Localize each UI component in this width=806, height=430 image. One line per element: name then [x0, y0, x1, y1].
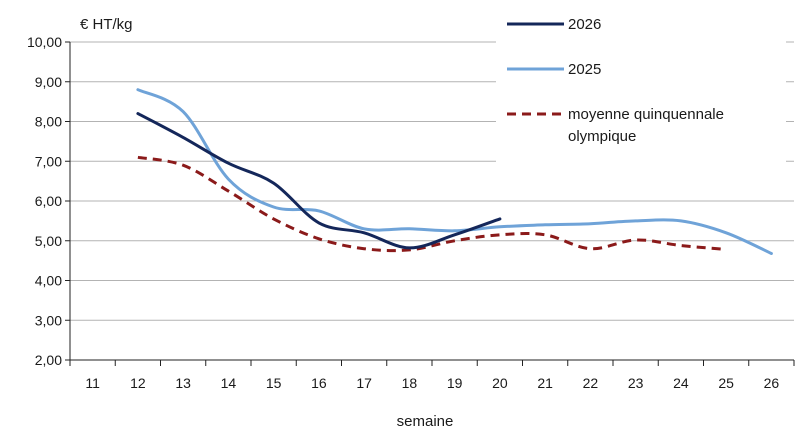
- x-tick-label: 26: [764, 375, 780, 391]
- x-tick-label: 25: [718, 375, 734, 391]
- legend-label: 2025: [568, 61, 601, 78]
- y-tick-label: 4,00: [35, 273, 62, 289]
- x-tick-label: 24: [673, 375, 689, 391]
- x-tick-label: 22: [583, 375, 599, 391]
- x-tick-label: 12: [130, 375, 146, 391]
- series-line-2025: [136, 88, 773, 255]
- x-tick-label: 21: [537, 375, 553, 391]
- y-tick-label: 8,00: [35, 114, 62, 130]
- series-lines: [136, 88, 773, 255]
- x-tick-labels: 11 12 13 14 15 16 17 18 19 20 21 22 23 24 25 26: [69, 360, 795, 391]
- y-tick-label: 2,00: [35, 352, 62, 368]
- y-tick-label: 5,00: [35, 233, 62, 249]
- x-tick-label: 20: [492, 375, 508, 391]
- y-tick-label: 7,00: [35, 153, 62, 169]
- y-tick-label: 10,00: [27, 34, 62, 50]
- series-line-moyenne: [137, 155, 727, 253]
- x-tick-label: 16: [311, 375, 327, 391]
- x-tick-label: 15: [266, 375, 282, 391]
- legend-label: 2026: [568, 16, 601, 33]
- x-tick-label: 17: [356, 375, 372, 391]
- x-tick-label: 14: [221, 375, 237, 391]
- x-tick-label: 23: [628, 375, 644, 391]
- y-axis-label: € HT/kg: [80, 16, 133, 33]
- legend-background: [496, 10, 786, 162]
- x-tick-label: 18: [402, 375, 418, 391]
- y-tick-label: 3,00: [35, 312, 62, 328]
- y-tick-label: 6,00: [35, 193, 62, 209]
- x-tick-label: 13: [175, 375, 191, 391]
- x-tick-label: 11: [85, 375, 100, 391]
- series-line-2026: [136, 112, 502, 250]
- legend: 2026 2025 moyenne quinquennale olympique: [507, 16, 724, 145]
- axes: [69, 42, 794, 361]
- legend-label: moyenne quinquennale olympique: [568, 106, 724, 145]
- y-tick-labels: 2,00 3,00 4,00 5,00 6,00 7,00 8,00 9,00 10,00: [27, 34, 62, 368]
- x-tick-label: 19: [447, 375, 463, 391]
- x-axis-label: semaine: [397, 413, 454, 430]
- y-tick-label: 9,00: [35, 74, 62, 90]
